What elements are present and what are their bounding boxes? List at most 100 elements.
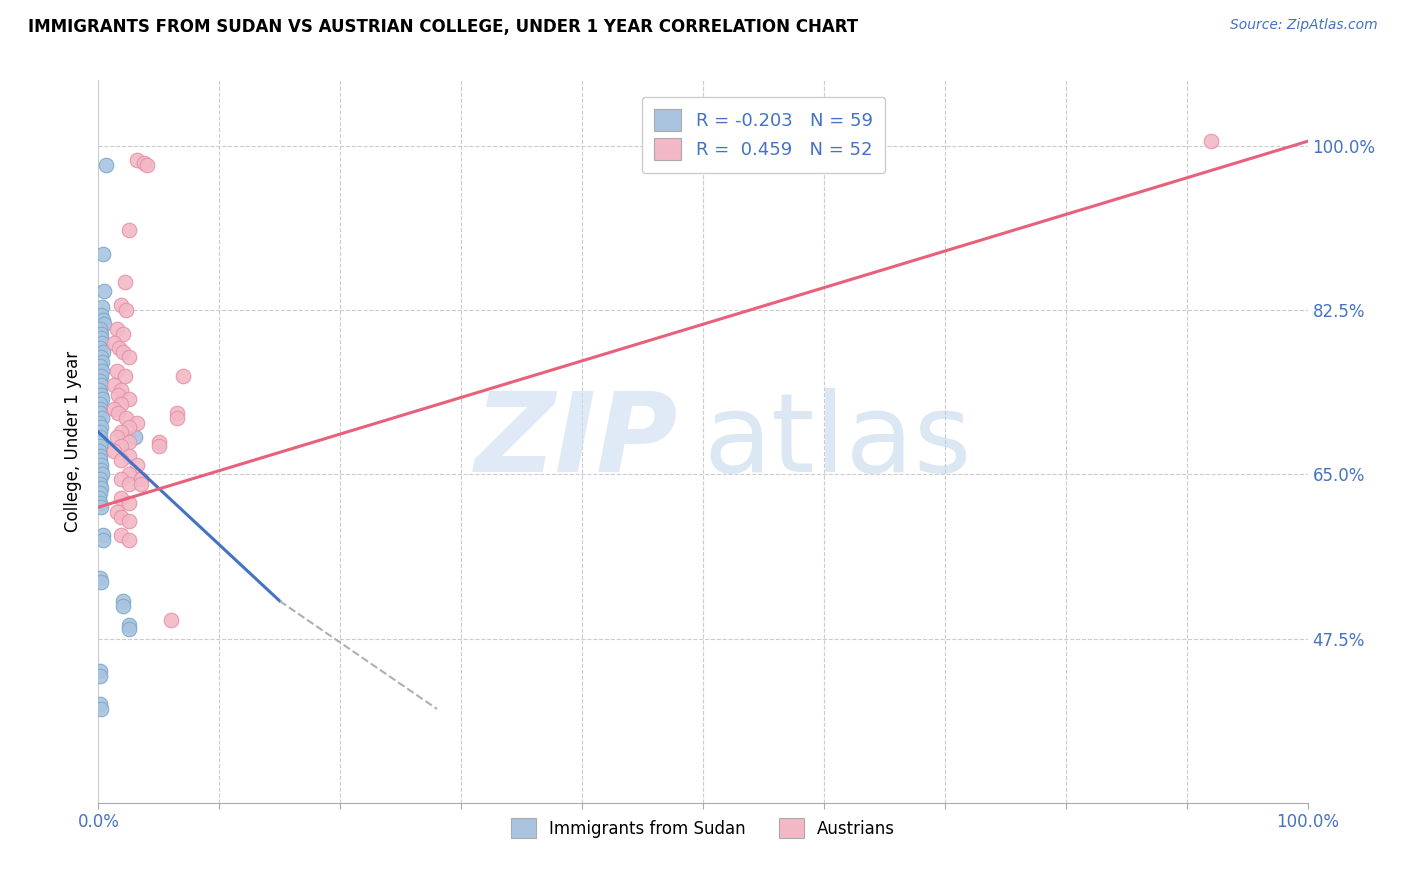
Text: atlas: atlas <box>703 388 972 495</box>
Point <box>89 476 111 491</box>
Point <box>110 509 132 524</box>
Point <box>148 439 170 453</box>
Point <box>90 387 112 401</box>
Point <box>110 472 132 486</box>
Point <box>115 303 138 318</box>
Point <box>118 420 141 434</box>
Point <box>89 698 111 712</box>
Point <box>127 416 149 430</box>
Point <box>90 350 112 364</box>
Point <box>93 318 115 332</box>
Point <box>166 411 188 425</box>
Point <box>118 223 141 237</box>
Point <box>89 374 111 388</box>
Point <box>90 368 112 383</box>
Point <box>89 383 111 397</box>
Point <box>89 486 111 500</box>
Point <box>114 275 136 289</box>
Point <box>118 622 141 636</box>
Point <box>118 467 141 482</box>
Point <box>90 434 112 449</box>
Point <box>90 702 112 716</box>
Point <box>89 425 111 439</box>
Point <box>118 476 141 491</box>
Point <box>103 401 125 416</box>
Point <box>89 416 111 430</box>
Point <box>89 495 111 509</box>
Point <box>89 322 111 336</box>
Point <box>90 482 112 496</box>
Point <box>89 397 111 411</box>
Point <box>118 495 141 509</box>
Legend: Immigrants from Sudan, Austrians: Immigrants from Sudan, Austrians <box>503 812 903 845</box>
Point <box>103 378 125 392</box>
Point <box>129 476 152 491</box>
Point <box>124 430 146 444</box>
Point <box>105 505 128 519</box>
Point <box>90 355 112 369</box>
Point <box>110 298 132 312</box>
Point <box>111 594 134 608</box>
Point <box>89 669 111 683</box>
Point <box>90 326 112 341</box>
Point <box>160 613 183 627</box>
Point <box>110 491 132 505</box>
Point <box>89 430 111 444</box>
Point <box>90 308 112 322</box>
Point <box>118 350 141 364</box>
Point <box>118 514 141 528</box>
Point <box>148 434 170 449</box>
Point <box>91 312 114 326</box>
Point <box>110 397 132 411</box>
Point <box>107 406 129 420</box>
Point <box>89 401 111 416</box>
Point <box>110 528 132 542</box>
Point <box>105 430 128 444</box>
Point <box>134 156 156 170</box>
Point <box>90 463 112 477</box>
Point <box>115 411 138 425</box>
Point <box>166 406 188 420</box>
Point <box>111 345 134 359</box>
Point <box>118 533 141 547</box>
Point <box>108 341 131 355</box>
Point <box>111 599 134 613</box>
Point <box>118 449 141 463</box>
Point <box>105 364 128 378</box>
Point <box>110 383 132 397</box>
Point <box>110 439 132 453</box>
Point <box>90 331 112 345</box>
Point <box>107 387 129 401</box>
Point <box>89 453 111 467</box>
Point <box>1199 134 1222 148</box>
Point <box>91 247 114 261</box>
Point <box>129 472 152 486</box>
Point <box>89 665 111 679</box>
Point <box>91 364 114 378</box>
Point <box>91 411 114 425</box>
Point <box>89 341 111 355</box>
Point <box>90 458 112 472</box>
Point <box>91 467 114 482</box>
Point <box>90 392 112 407</box>
Point <box>127 458 149 472</box>
Text: Source: ZipAtlas.com: Source: ZipAtlas.com <box>1230 18 1378 32</box>
Point <box>89 406 111 420</box>
Point <box>89 571 111 585</box>
Point <box>103 444 125 458</box>
Point <box>89 449 111 463</box>
Point <box>118 434 141 449</box>
Point <box>118 392 141 407</box>
Point <box>90 378 112 392</box>
Point <box>90 336 112 351</box>
Point <box>172 368 194 383</box>
Point <box>111 326 134 341</box>
Point <box>110 453 132 467</box>
Y-axis label: College, Under 1 year: College, Under 1 year <box>65 351 83 533</box>
Point <box>127 153 149 167</box>
Point <box>103 336 125 351</box>
Point <box>110 425 132 439</box>
Point <box>89 359 111 374</box>
Text: ZIP: ZIP <box>475 388 679 495</box>
Point <box>114 368 136 383</box>
